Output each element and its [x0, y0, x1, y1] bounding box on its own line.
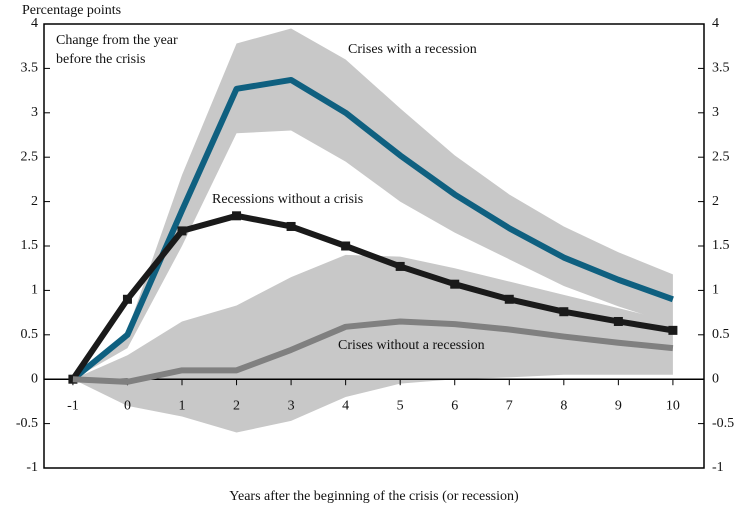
annotation: before the crisis	[56, 52, 145, 67]
x-axis-label: Years after the beginning of the crisis …	[229, 489, 519, 504]
x-tick-label: 7	[506, 398, 513, 413]
series-label: Crises without a recession	[338, 338, 485, 353]
y2-tick-label: 2	[712, 194, 719, 209]
point	[177, 226, 187, 236]
y2-tick-label: 3	[712, 105, 719, 120]
series-label: Recessions without a crisis	[212, 192, 363, 207]
point	[559, 307, 569, 317]
y-tick-label: 3	[31, 105, 38, 120]
x-tick-label: 5	[397, 398, 404, 413]
y-tick-label: -1	[26, 460, 38, 475]
x-tick-label: 0	[124, 398, 131, 413]
y2-tick-label: -0.5	[712, 416, 734, 431]
y2-tick-label: 4	[712, 16, 719, 31]
x-tick-label: 9	[615, 398, 622, 413]
y2-tick-label: 1	[712, 283, 719, 298]
labels: -1 -1 -0.5 -0.5 0 0 0.5 0.5 1 1 1.5 1.5 2 2 2.5 2.5 3 3 3.…	[16, 16, 734, 475]
series-line	[72, 318, 674, 385]
y2-tick-label: 1.5	[712, 238, 730, 253]
y-tick-label: 4	[31, 16, 38, 31]
series-line	[71, 76, 674, 382]
point	[341, 241, 351, 251]
y2-tick-label: -1	[712, 460, 724, 475]
y-axis-label: Percentage points	[22, 3, 121, 18]
y-tick-label: 0	[31, 371, 38, 386]
point	[122, 294, 132, 304]
point	[286, 221, 296, 231]
y-tick-label: 1	[31, 283, 38, 298]
x-tick-label: 1	[179, 398, 186, 413]
x-tick-label: 3	[288, 398, 295, 413]
y2-tick-label: 0	[712, 371, 719, 386]
y-tick-label: 2.5	[21, 149, 39, 164]
x-tick-label: 6	[451, 398, 458, 413]
y-tick-label: 3.5	[21, 61, 39, 76]
point	[668, 325, 678, 335]
x-tick-label: 4	[342, 398, 349, 413]
y-tick-label: 1.5	[21, 238, 39, 253]
lines	[68, 76, 678, 385]
point	[395, 261, 405, 271]
confidence-band	[72, 254, 673, 433]
point	[450, 279, 460, 289]
series-line	[70, 212, 674, 381]
x-tick-label: -1	[67, 398, 79, 413]
series-label: Crises with a recession	[348, 42, 477, 57]
annotation: Change from the year	[56, 33, 178, 48]
point	[504, 294, 514, 304]
y-tick-label: 0.5	[21, 327, 39, 342]
y-tick-label: 2	[31, 194, 38, 209]
point	[232, 211, 242, 221]
y2-tick-label: 2.5	[712, 149, 730, 164]
y-tick-label: -0.5	[16, 416, 38, 431]
y2-tick-label: 0.5	[712, 327, 730, 342]
x-tick-label: 10	[666, 398, 680, 413]
point	[613, 316, 623, 326]
x-tick-label: 8	[560, 398, 567, 413]
x-tick-label: 2	[233, 398, 240, 413]
y2-tick-label: 3.5	[712, 61, 730, 76]
